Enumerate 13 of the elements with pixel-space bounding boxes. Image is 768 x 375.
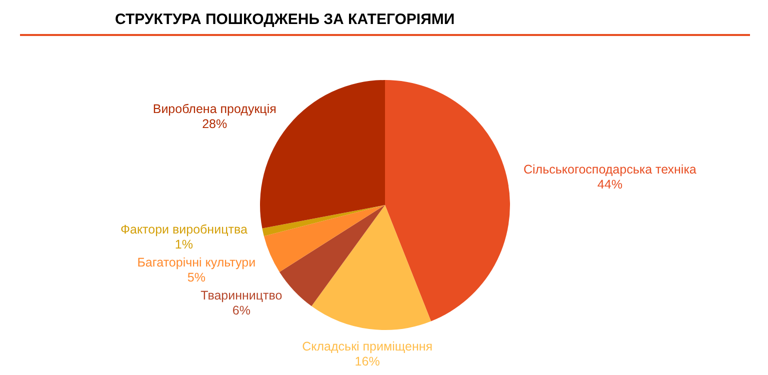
data-label: 44%	[597, 177, 622, 192]
slice-label: Багаторічні культури	[137, 255, 256, 270]
slice-label: Вироблена продукція	[152, 102, 276, 116]
data-label: 16%	[354, 354, 380, 369]
slice-label: Фактори виробництва	[120, 222, 248, 236]
data-label: 6%	[232, 303, 250, 318]
slice-label: Складські приміщення	[302, 340, 433, 354]
chart-title: СТРУКТУРА ПОШКОДЖЕНЬ ЗА КАТЕГОРІЯМИ	[115, 11, 455, 28]
data-label: 5%	[187, 270, 206, 284]
slice-label: Сільськогосподарська техніка	[524, 162, 696, 176]
slice-label: Тваринництво	[200, 288, 282, 302]
data-label: 28%	[202, 116, 228, 131]
data-label: 1%	[174, 237, 193, 252]
